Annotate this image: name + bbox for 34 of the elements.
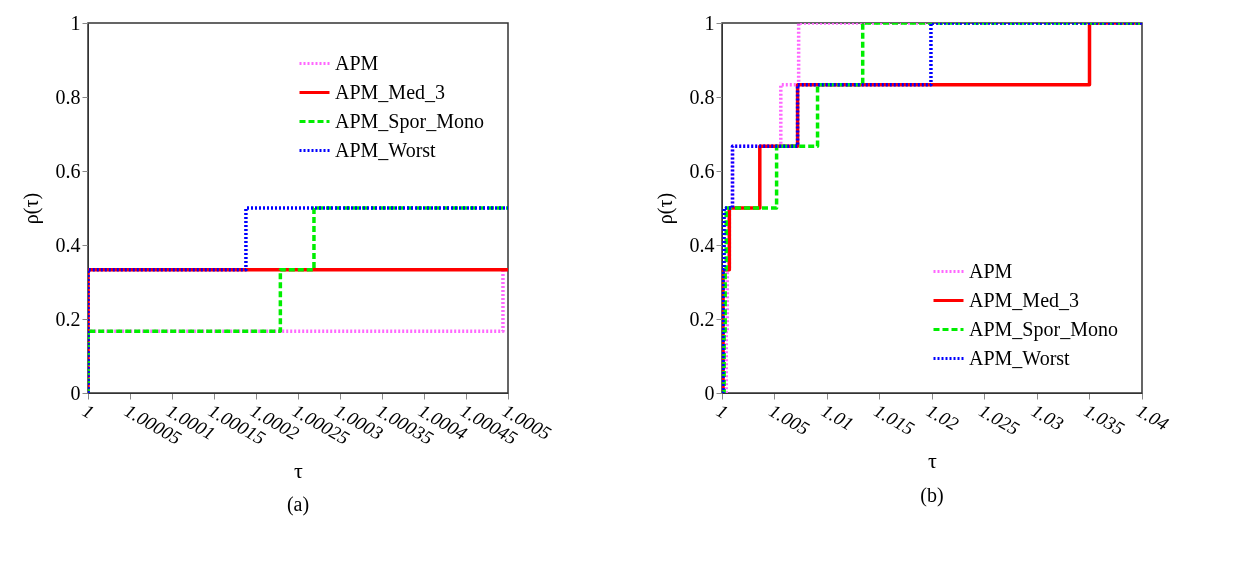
y-tick-label: 0.2 — [689, 307, 715, 330]
y-axis-title: ρ(τ) — [19, 192, 43, 225]
y-tick-label: 0 — [704, 381, 715, 404]
y-tick-label: 0.8 — [689, 85, 715, 108]
y-tick-label: 1 — [70, 11, 81, 34]
x-tick-label: 1.04 — [1133, 399, 1173, 435]
x-tick-label: 1.015 — [870, 399, 919, 440]
text: (a) — [286, 493, 310, 517]
y-tick-label: 0.4 — [55, 233, 81, 256]
x-tick-label: 1.03 — [1028, 399, 1068, 435]
y-tick-label: 0 — [70, 381, 81, 404]
x-tick-label: 1.01 — [818, 399, 858, 435]
y-tick-label: 1 — [704, 11, 715, 34]
legend-label: APM_Spor_Mono — [969, 317, 1118, 341]
y-tick-label: 0.8 — [55, 85, 81, 108]
y-tick-label: 0.6 — [55, 159, 81, 182]
legend-label: APM_Worst — [969, 346, 1071, 369]
legend-label: APM_Spor_Mono — [335, 109, 484, 133]
legend-label: APM_Med_3 — [335, 80, 446, 103]
legend-label: APM — [335, 51, 379, 74]
legend-label: APM_Med_3 — [969, 288, 1080, 311]
legend-label: APM_Worst — [335, 138, 437, 161]
y-tick-label: 0.6 — [689, 159, 715, 182]
x-axis-title: τ — [294, 457, 304, 483]
x-tick-label: 1.02 — [923, 399, 963, 435]
x-tick-label: 1.005 — [765, 399, 814, 440]
y-tick-label: 0.2 — [55, 307, 81, 330]
text: (b) — [920, 483, 944, 507]
legend-label: APM — [969, 259, 1013, 282]
y-axis-title: ρ(τ) — [653, 192, 677, 225]
y-tick-label: 0.4 — [689, 233, 715, 256]
x-axis-title: τ — [928, 448, 938, 474]
x-tick-label: 1.035 — [1080, 399, 1129, 440]
x-tick-label: 1.025 — [975, 399, 1024, 440]
